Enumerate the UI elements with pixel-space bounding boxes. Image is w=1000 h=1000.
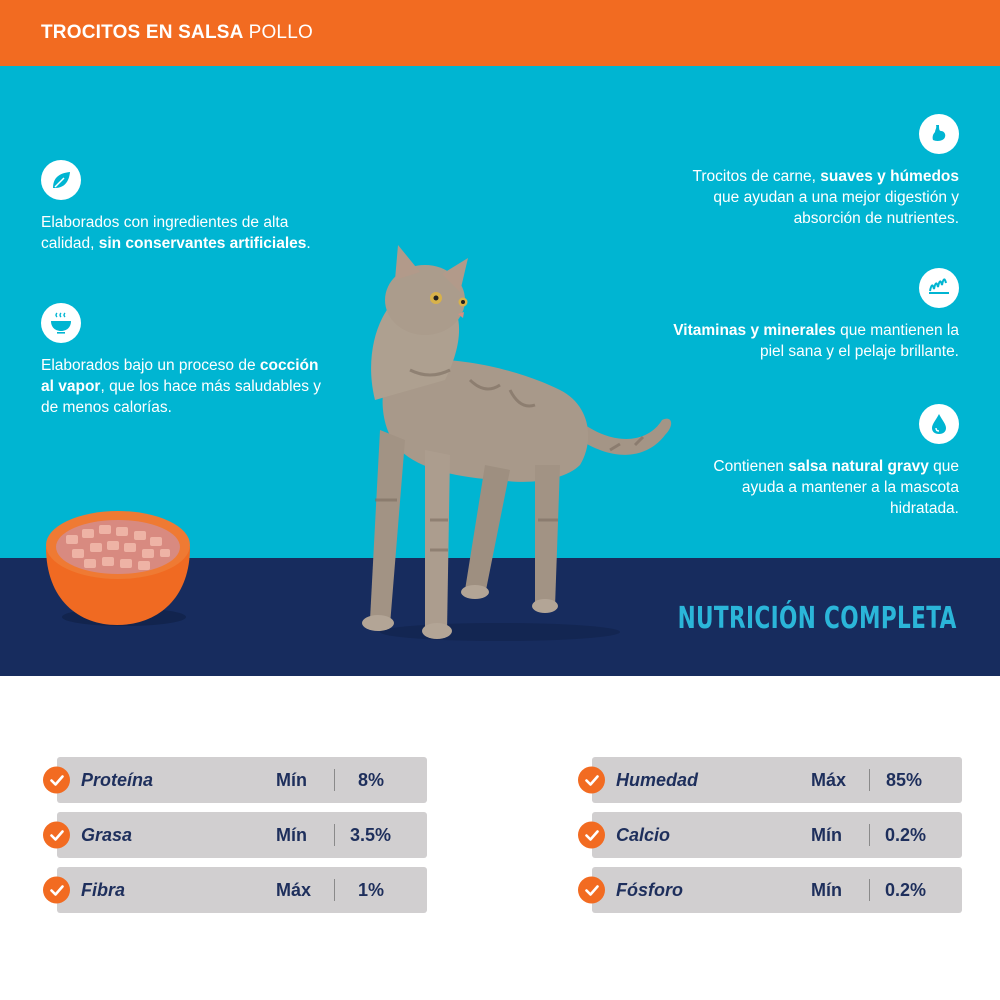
nutrient-value: 0.2% — [885, 879, 927, 900]
checkmark-icon — [578, 821, 605, 849]
nutrient-name: Calcio — [616, 824, 671, 845]
divider — [869, 879, 870, 901]
product-flavor: POLLO — [248, 22, 313, 43]
divider — [869, 769, 870, 791]
checkmark-icon — [43, 766, 70, 794]
skin-hair-icon — [919, 268, 959, 308]
feature-skin-coat: Vitaminas y minerales que mantienen la p… — [669, 268, 959, 362]
feature-hydration: Contienen salsa natural gravy que ayuda … — [669, 404, 959, 519]
nutrient-limit: Máx — [811, 769, 847, 790]
table-row: Fibra Máx 1% — [43, 867, 427, 913]
nutrient-limit: Mín — [276, 824, 307, 845]
nutrient-name: Fósforo — [616, 879, 683, 900]
table-row: Grasa Mín 3.5% — [43, 812, 427, 858]
nutrient-limit: Mín — [276, 769, 307, 790]
nutrient-value: 1% — [358, 879, 385, 900]
checkmark-icon — [43, 876, 70, 904]
table-row: Humedad Máx 85% — [578, 757, 962, 803]
nutrient-name: Fibra — [81, 879, 126, 900]
nutrient-value: 3.5% — [350, 824, 392, 845]
nutrition-table-left: Proteína Mín 8% Grasa Mín 3.5% Fibra Máx… — [43, 757, 427, 922]
leaf-icon — [41, 160, 81, 200]
checkmark-icon — [578, 766, 605, 794]
feature-digestion: Trocitos de carne, suaves y húmedos que … — [669, 114, 959, 229]
steaming-bowl-icon — [41, 303, 81, 343]
divider — [334, 824, 335, 846]
nutrient-limit: Mín — [811, 824, 842, 845]
food-bowl-image — [44, 505, 194, 635]
divider — [334, 769, 335, 791]
cat-image — [350, 240, 680, 650]
checkmark-icon — [43, 821, 70, 849]
nutrient-name: Humedad — [616, 769, 699, 790]
divider — [869, 824, 870, 846]
stomach-icon — [919, 114, 959, 154]
product-header: TROCITOS EN SALSA POLLO — [0, 0, 1000, 66]
nutrition-table-right: Humedad Máx 85% Calcio Mín 0.2% Fósforo … — [578, 757, 962, 922]
nutrient-limit: Máx — [276, 879, 312, 900]
divider — [334, 879, 335, 901]
nutrient-limit: Mín — [811, 879, 842, 900]
feature-steam-cooking: Elaborados bajo un proceso de cocción al… — [41, 303, 331, 418]
nutrition-title: NUTRICIÓN COMPLETA — [677, 601, 957, 636]
nutrient-name: Proteína — [81, 769, 154, 790]
water-drop-icon — [919, 404, 959, 444]
nutrient-value: 8% — [358, 769, 385, 790]
nutrient-value: 85% — [886, 769, 923, 790]
table-row: Fósforo Mín 0.2% — [578, 867, 962, 913]
nutrient-value: 0.2% — [885, 824, 927, 845]
product-title: TROCITOS EN SALSA — [41, 22, 244, 43]
checkmark-icon — [578, 876, 605, 904]
nutrient-name: Grasa — [81, 824, 133, 845]
feature-ingredients: Elaborados con ingredientes de alta cali… — [41, 160, 331, 254]
table-row: Calcio Mín 0.2% — [578, 812, 962, 858]
table-row: Proteína Mín 8% — [43, 757, 427, 803]
